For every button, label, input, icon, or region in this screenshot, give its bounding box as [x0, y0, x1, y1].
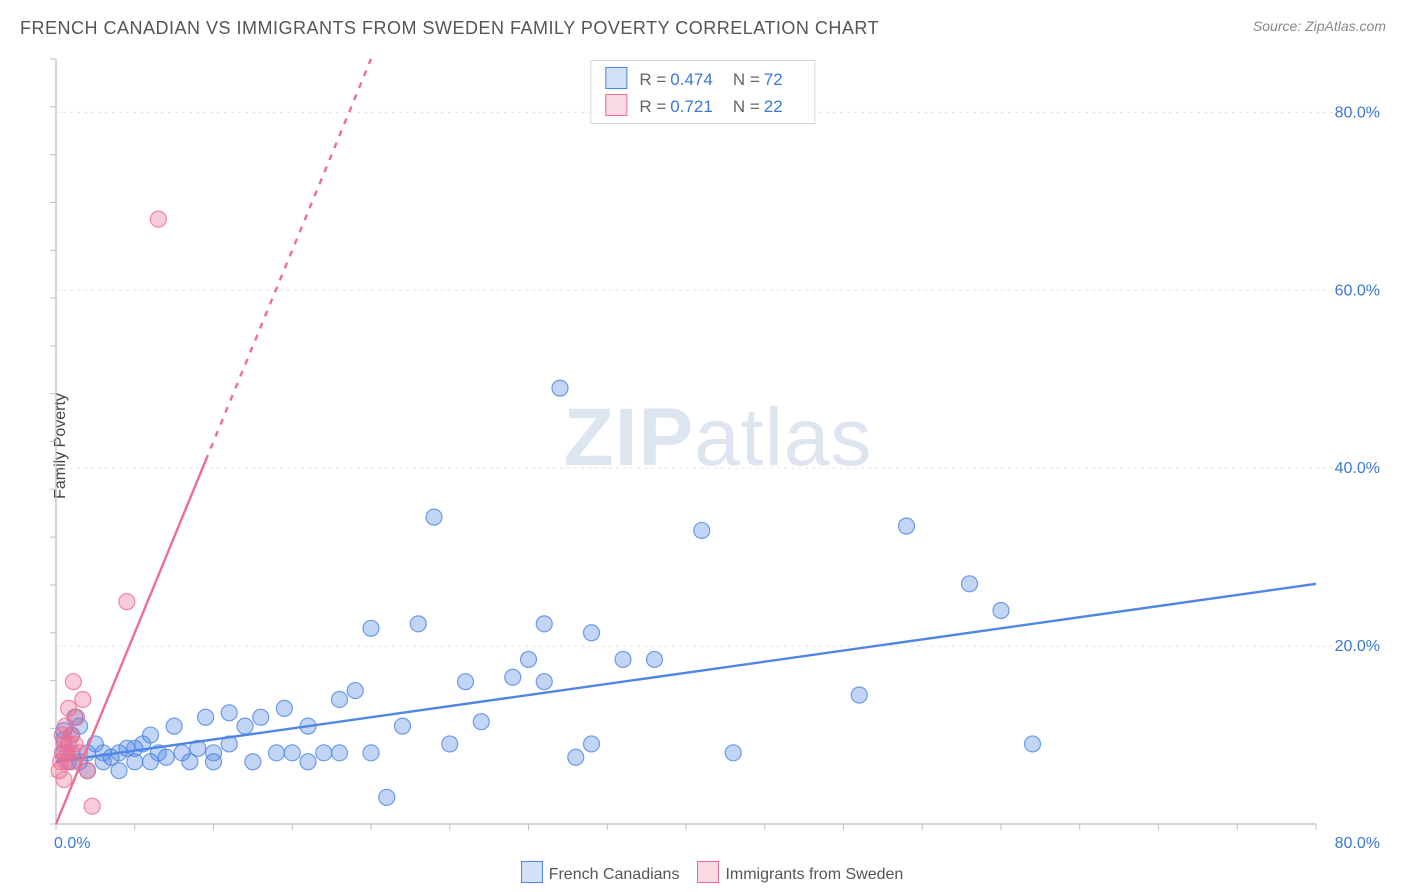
- y-tick-label: 20.0%: [1335, 638, 1380, 655]
- data-point: [143, 727, 159, 743]
- data-point: [615, 651, 631, 667]
- data-point: [245, 754, 261, 770]
- data-point: [150, 211, 166, 227]
- stat-legend-row: R =0.474 N =72: [605, 65, 800, 92]
- data-point: [505, 669, 521, 685]
- data-point: [284, 745, 300, 761]
- data-point: [1025, 736, 1041, 752]
- data-point: [899, 518, 915, 534]
- data-point: [332, 691, 348, 707]
- data-point: [521, 651, 537, 667]
- source-value: ZipAtlas.com: [1305, 18, 1386, 34]
- data-point: [442, 736, 458, 752]
- data-point: [253, 709, 269, 725]
- legend-swatch: [521, 861, 543, 883]
- r-value: 0.721: [670, 97, 713, 116]
- data-point: [332, 745, 348, 761]
- x-tick-label: 0.0%: [54, 835, 90, 852]
- data-point: [363, 620, 379, 636]
- data-point: [316, 745, 332, 761]
- legend-series-label: Immigrants from Sweden: [725, 866, 903, 883]
- legend-swatch: [605, 67, 627, 89]
- data-point: [584, 625, 600, 641]
- data-point: [694, 522, 710, 538]
- data-point: [426, 509, 442, 525]
- data-point: [568, 749, 584, 765]
- data-point: [725, 745, 741, 761]
- data-point: [993, 603, 1009, 619]
- data-point: [221, 705, 237, 721]
- data-point: [363, 745, 379, 761]
- trend-line: [56, 461, 206, 824]
- trend-line: [56, 584, 1316, 762]
- trend-line-extrapolated: [206, 59, 371, 461]
- data-point: [379, 789, 395, 805]
- data-point: [166, 718, 182, 734]
- data-point: [347, 683, 363, 699]
- series-legend: French Canadians Immigrants from Sweden: [0, 861, 1406, 884]
- r-label: R =: [639, 97, 666, 116]
- data-point: [647, 651, 663, 667]
- data-point: [269, 745, 285, 761]
- n-value: 72: [764, 70, 783, 89]
- data-point: [536, 616, 552, 632]
- data-point: [111, 763, 127, 779]
- source-attribution: Source: ZipAtlas.com: [1253, 18, 1386, 34]
- data-point: [158, 749, 174, 765]
- data-point: [473, 714, 489, 730]
- data-point: [206, 754, 222, 770]
- data-point: [276, 700, 292, 716]
- r-label: R =: [639, 70, 666, 89]
- data-point: [237, 718, 253, 734]
- data-point: [458, 674, 474, 690]
- chart-title: FRENCH CANADIAN VS IMMIGRANTS FROM SWEDE…: [20, 18, 879, 38]
- n-label: N =: [733, 97, 760, 116]
- scatter-plot-svg: 20.0% 40.0% 60.0% 80.0% 0.0% 80.0%: [50, 55, 1386, 852]
- y-tick-label: 80.0%: [1335, 104, 1380, 121]
- data-point: [198, 709, 214, 725]
- y-tick-label: 40.0%: [1335, 460, 1380, 477]
- r-value: 0.474: [670, 70, 713, 89]
- data-point: [410, 616, 426, 632]
- data-point: [536, 674, 552, 690]
- data-point: [56, 772, 72, 788]
- data-point: [300, 754, 316, 770]
- data-point: [80, 763, 96, 779]
- data-point: [75, 691, 91, 707]
- n-value: 22: [764, 97, 783, 116]
- source-label: Source:: [1253, 18, 1301, 34]
- y-tick-label: 60.0%: [1335, 282, 1380, 299]
- data-point: [84, 798, 100, 814]
- legend-swatch: [697, 861, 719, 883]
- data-point: [119, 594, 135, 610]
- legend-swatch: [605, 94, 627, 116]
- plot-area: 20.0%40.0%60.0%80.0%0.0%80.0% ZIPatlas: [50, 55, 1386, 852]
- stat-legend-row: R =0.721 N =22: [605, 92, 800, 119]
- data-point: [851, 687, 867, 703]
- data-point: [584, 736, 600, 752]
- n-label: N =: [733, 70, 760, 89]
- data-point: [395, 718, 411, 734]
- data-point: [68, 709, 84, 725]
- data-point: [552, 380, 568, 396]
- statistics-legend: R =0.474 N =72 R =0.721 N =22: [590, 60, 815, 124]
- legend-series-label: French Canadians: [549, 866, 680, 883]
- data-point: [65, 674, 81, 690]
- x-tick-label: 80.0%: [1335, 835, 1380, 852]
- data-point: [962, 576, 978, 592]
